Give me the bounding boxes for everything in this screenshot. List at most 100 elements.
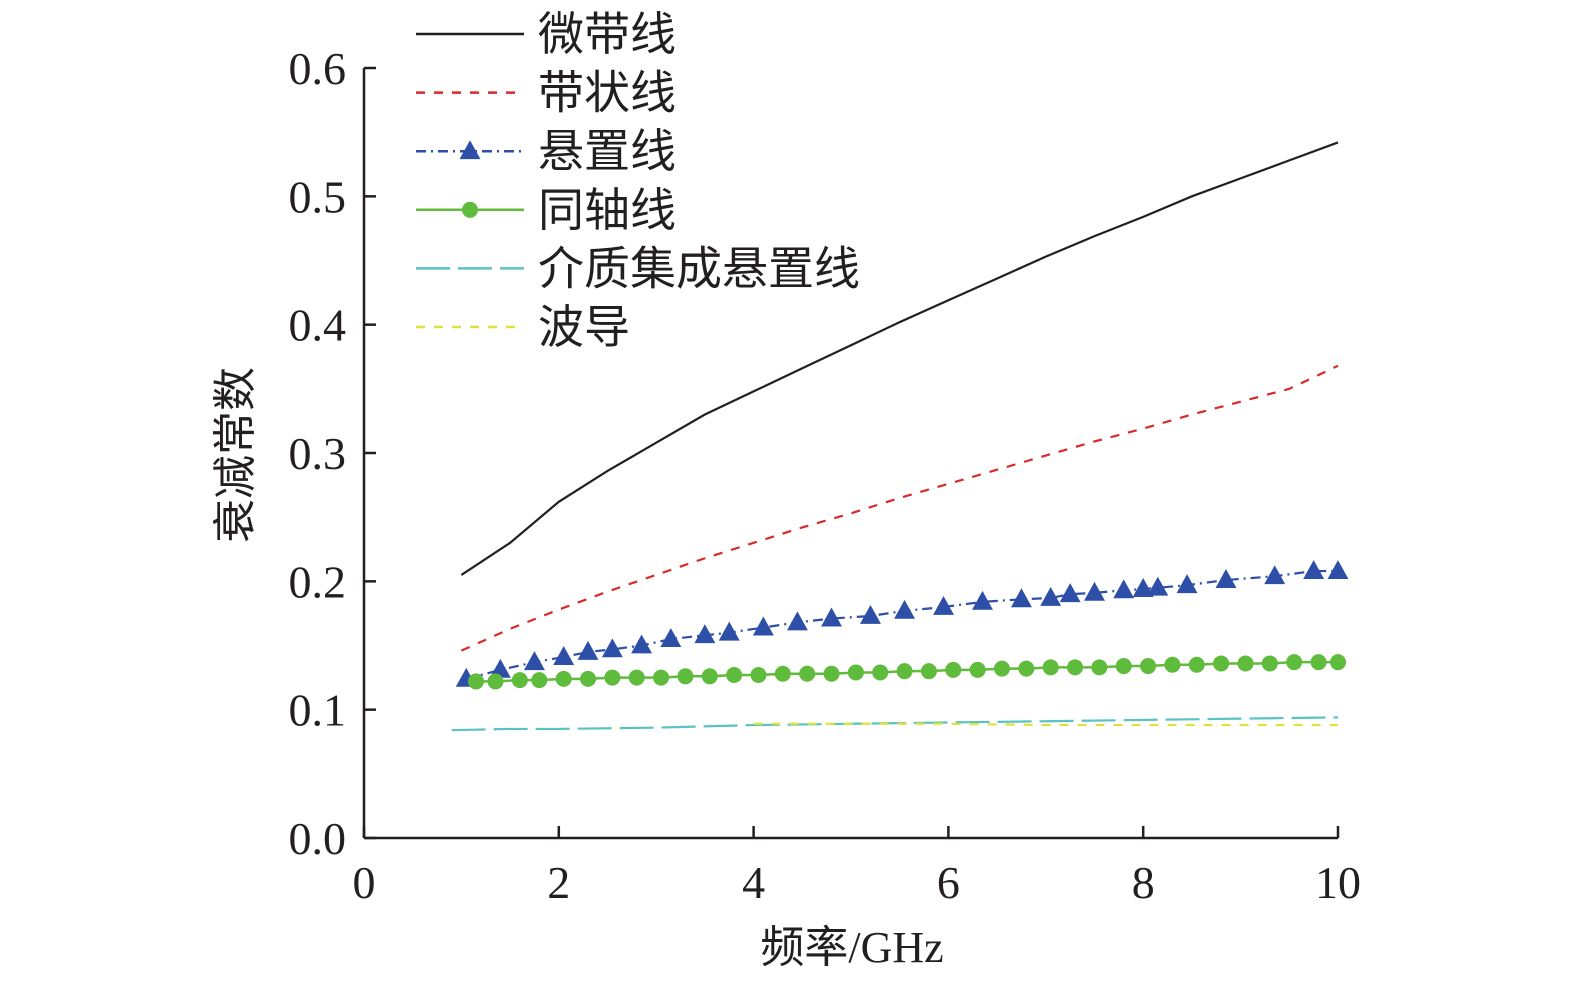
axes: 0 2 4 6 8 10 0.0 0.1 0.2 0.3 0.4 0.5 0.6 (289, 43, 1362, 908)
legend-item: 同轴线 (416, 185, 676, 236)
series-4 (451, 716, 1339, 732)
legend-marker (459, 140, 481, 160)
data-point (553, 646, 575, 665)
x-tick-label: 0 (353, 857, 376, 908)
x-tick-label: 4 (742, 857, 765, 908)
data-point (786, 611, 808, 631)
data-point (823, 665, 840, 682)
data-point (631, 634, 653, 654)
data-point (524, 651, 545, 671)
data-point (969, 661, 986, 678)
data-point (774, 665, 791, 682)
y-tick-label: 0.1 (289, 685, 347, 736)
y-axis-title: 衰减常数 (211, 367, 260, 543)
data-point (920, 663, 937, 680)
data-point (660, 628, 682, 648)
data-point (896, 663, 913, 680)
data-point (1113, 579, 1135, 599)
data-point (1237, 655, 1254, 672)
legend-item: 介质集成悬置线 (416, 243, 860, 294)
data-point (933, 596, 954, 615)
data-point (1084, 581, 1105, 601)
legend-label: 带状线 (538, 68, 676, 119)
data-point (821, 607, 842, 627)
y-tick-label: 0.6 (289, 43, 347, 94)
data-point (653, 669, 670, 686)
series-line (451, 716, 1339, 732)
data-point (1164, 656, 1181, 673)
y-tick-label: 0.3 (289, 428, 347, 479)
series-line (460, 141, 1339, 576)
legend-label: 介质集成悬置线 (538, 243, 860, 294)
series-1 (460, 364, 1339, 652)
data-point (1330, 654, 1346, 671)
data-point (1213, 655, 1230, 672)
x-tick-label: 2 (547, 857, 570, 908)
data-point (487, 673, 504, 690)
data-point (677, 668, 694, 685)
legend-item: 微带线 (416, 9, 676, 60)
data-point (972, 590, 993, 610)
data-point (580, 670, 597, 687)
data-point (577, 640, 599, 660)
y-tick-label: 0.2 (289, 556, 347, 607)
x-tick-label: 10 (1315, 857, 1361, 908)
x-tick-label: 8 (1132, 857, 1155, 908)
data-point (750, 667, 767, 684)
legend-item: 悬置线 (416, 126, 676, 177)
data-point (752, 616, 774, 636)
data-point (1188, 656, 1205, 673)
data-point (1040, 587, 1062, 606)
data-point (1261, 655, 1278, 672)
y-tick-label: 0.4 (289, 300, 347, 351)
series-2 (455, 560, 1349, 687)
data-point (701, 668, 718, 685)
data-point (1286, 654, 1303, 671)
data-point (1327, 560, 1349, 579)
legend-item: 波导 (416, 302, 630, 353)
y-tick-label: 0.5 (289, 171, 347, 222)
legend-marker (462, 201, 478, 218)
series-line (465, 569, 1338, 680)
data-point (1115, 658, 1132, 675)
series-line (460, 364, 1339, 652)
data-point (1264, 565, 1286, 585)
y-tick-label: 0.0 (289, 813, 347, 864)
data-point (1067, 659, 1084, 676)
data-point (872, 664, 889, 681)
series-line (753, 722, 1338, 727)
data-point (799, 665, 816, 682)
data-point (1091, 659, 1108, 676)
data-point (468, 673, 485, 690)
series-3 (468, 654, 1346, 690)
data-point (1059, 583, 1081, 603)
data-point (694, 624, 716, 644)
x-ticks: 0 2 4 6 8 10 (353, 826, 1361, 908)
series-layer (451, 141, 1349, 732)
data-point (489, 658, 511, 678)
x-tick-label: 6 (937, 857, 960, 908)
data-point (531, 672, 548, 689)
data-point (1303, 560, 1325, 579)
data-point (894, 599, 916, 619)
data-point (1176, 574, 1198, 594)
data-point (847, 664, 864, 681)
data-point (1042, 659, 1059, 676)
data-point (860, 604, 881, 624)
data-point (1147, 576, 1169, 596)
x-axis-title: 频率/GHz (760, 923, 943, 972)
legend-label: 同轴线 (538, 185, 676, 236)
data-point (511, 672, 528, 689)
data-point (1011, 588, 1032, 608)
data-point (601, 638, 623, 658)
data-point (1215, 569, 1237, 588)
data-point (1310, 654, 1327, 671)
series-5 (753, 722, 1338, 727)
data-point (555, 670, 572, 687)
legend-label: 波导 (538, 302, 630, 353)
data-point (726, 667, 743, 684)
data-point (993, 660, 1010, 677)
data-point (1132, 578, 1154, 597)
